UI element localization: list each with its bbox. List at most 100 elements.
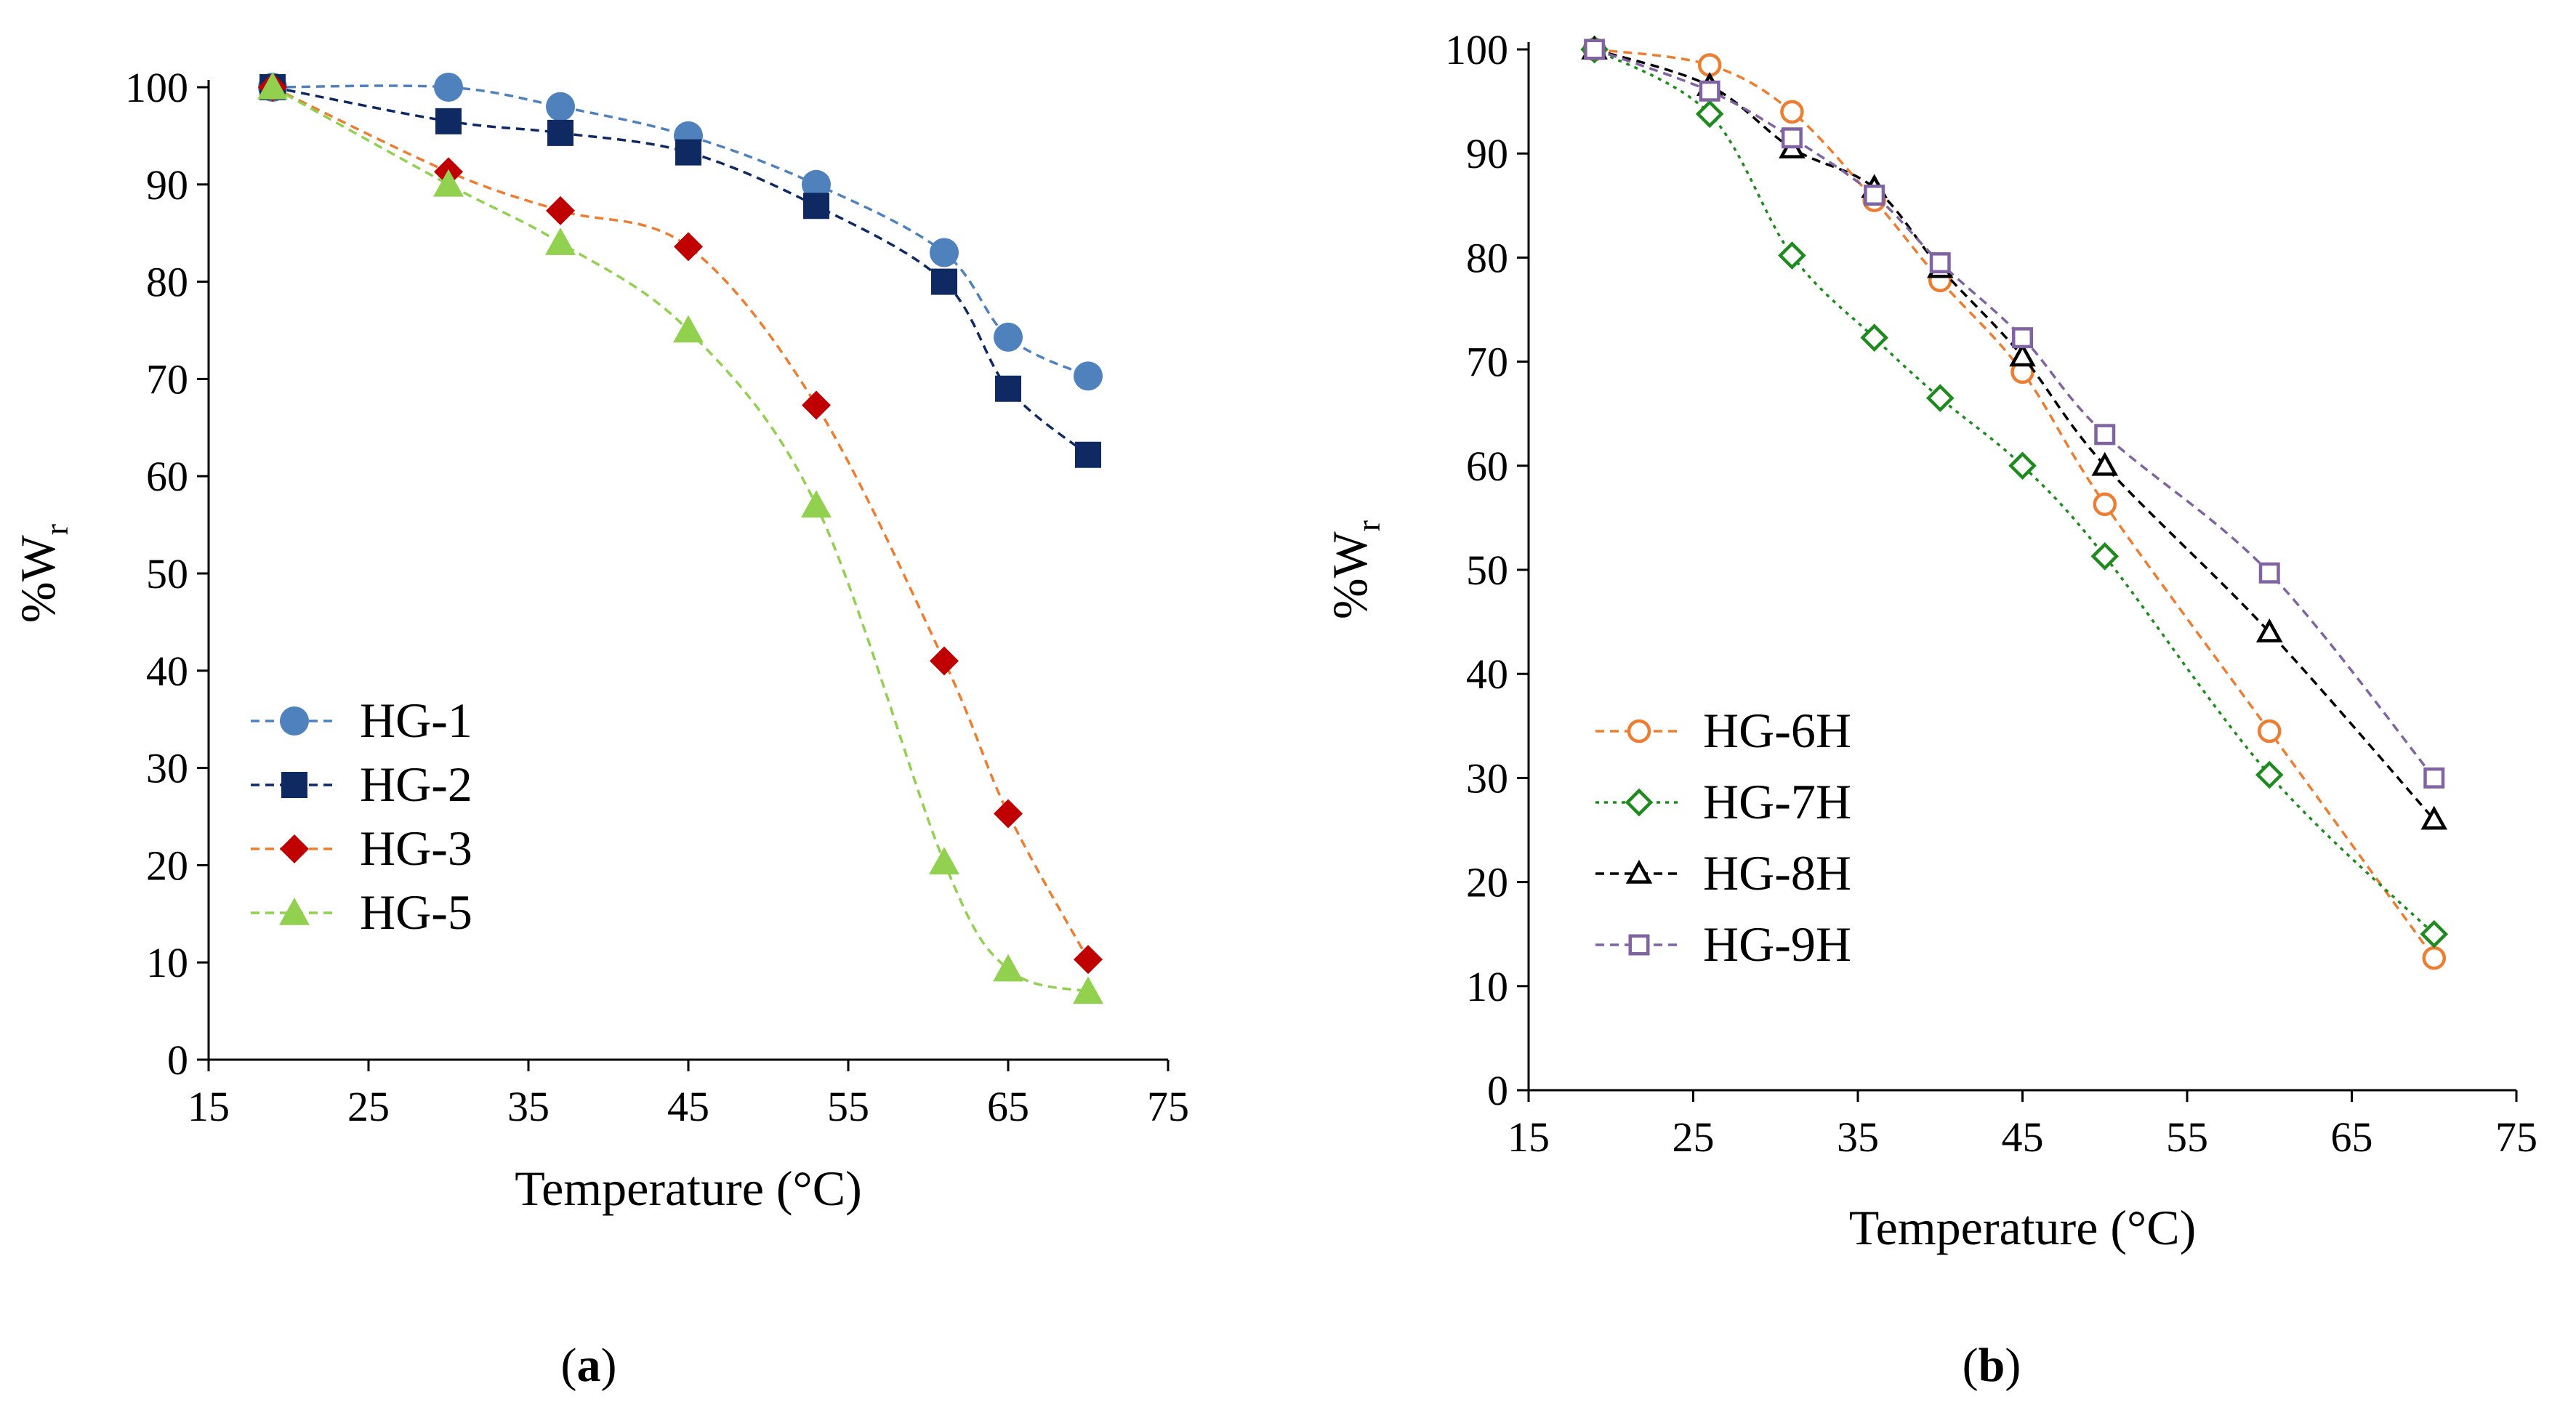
x-tick-label: 25: [1673, 1113, 1715, 1161]
series-line-hg-9h: [1594, 48, 2436, 779]
data-point: [930, 238, 959, 267]
legend-marker: [279, 898, 310, 925]
data-point: [931, 268, 957, 295]
data-point: [2423, 767, 2445, 789]
data-point: [674, 232, 703, 262]
data-point: [2090, 542, 2120, 571]
panel-caption-label: a: [577, 1339, 601, 1392]
x-tick-label: 45: [667, 1083, 709, 1130]
legend-label: HG-6H: [1703, 703, 1851, 758]
legend: HG-6H HG-7H HG-8H HG-9H: [1595, 703, 1851, 972]
x-tick-label: 55: [2166, 1113, 2208, 1161]
panel-caption-close: ): [2005, 1339, 2021, 1392]
x-tick-label: 25: [347, 1083, 390, 1130]
data-point: [2255, 618, 2283, 642]
data-point: [1075, 441, 1101, 468]
legend-marker: [281, 772, 307, 798]
y-tick-label: 60: [1466, 443, 1508, 490]
x-tick-label: 35: [1837, 1113, 1879, 1161]
data-point: [1073, 976, 1103, 1004]
y-tick-label: 10: [146, 939, 188, 986]
data-point: [1074, 945, 1103, 975]
series-line-hg-5: [272, 86, 1089, 993]
y-tick-label: 0: [167, 1036, 188, 1084]
legend-marker: [1625, 788, 1654, 817]
y-tick-label: 100: [1445, 26, 1508, 73]
y-axis-title: %Wr: [1322, 520, 1387, 619]
x-tick-label: 75: [1147, 1083, 1189, 1130]
data-point: [802, 169, 831, 199]
panel-caption-close: ): [601, 1339, 617, 1392]
legend-marker: [1628, 934, 1650, 956]
panel-caption: (b): [1963, 1339, 2021, 1392]
data-point: [994, 799, 1023, 829]
legend-label: HG-1: [360, 693, 472, 748]
data-point: [801, 490, 832, 518]
data-point: [929, 847, 959, 875]
x-axis-title: Temperature (°C): [515, 1161, 861, 1216]
legend-marker: [280, 706, 309, 736]
data-point: [1778, 241, 1806, 270]
data-point: [1695, 100, 1724, 129]
data-point: [257, 72, 288, 100]
legend-marker: [280, 834, 309, 863]
legend-marker: [1627, 719, 1651, 744]
data-point: [2420, 805, 2448, 830]
x-tick-label: 15: [188, 1083, 230, 1130]
data-point: [1925, 384, 1955, 413]
data-point: [1860, 323, 1888, 352]
x-axis-title: Temperature (°C): [1849, 1200, 2196, 1255]
series-line-hg-8h: [1594, 48, 2436, 821]
y-tick-label: 50: [146, 550, 188, 597]
legend-label: HG-5: [360, 885, 472, 940]
y-tick-label: 20: [1466, 859, 1508, 906]
y-tick-label: 50: [1466, 547, 1508, 594]
y-axis-title-subscript: r: [1350, 520, 1387, 531]
x-tick-label: 65: [987, 1083, 1029, 1130]
data-point: [433, 169, 464, 197]
y-tick-label: 30: [146, 745, 188, 792]
y-tick-label: 0: [1487, 1067, 1508, 1114]
legend-label: HG-9H: [1703, 917, 1851, 972]
y-tick-label: 70: [1466, 339, 1508, 386]
x-tick-label: 35: [507, 1083, 550, 1130]
data-point: [994, 322, 1023, 352]
data-point: [2093, 492, 2117, 517]
legend: HG-1 HG-2 HG-3 HG-5: [251, 693, 472, 940]
data-point: [993, 954, 1023, 982]
legend-label: HG-8H: [1703, 845, 1851, 901]
data-point: [1780, 100, 1804, 124]
y-tick-label: 90: [146, 161, 188, 209]
data-point: [995, 375, 1021, 402]
data-point: [2258, 562, 2280, 584]
data-point: [1781, 127, 1803, 149]
y-tick-label: 30: [1466, 754, 1508, 802]
data-point: [673, 315, 704, 343]
x-tick-label: 45: [2002, 1113, 2044, 1161]
y-axis-title-base: %W: [1322, 531, 1377, 619]
data-point: [2422, 946, 2446, 970]
chart-panel-a: 0 10 20 30 40 50 60 70 80 90 100 15 25 35 45 55 65 75 Temp…: [10, 64, 1189, 1392]
data-point: [2420, 919, 2449, 948]
y-tick-label: 70: [146, 355, 188, 403]
data-point: [547, 119, 573, 146]
y-axis-title-base: %W: [10, 534, 65, 623]
data-point: [2008, 451, 2037, 480]
data-point: [2255, 760, 2284, 789]
data-point: [1074, 361, 1103, 391]
data-point: [435, 108, 462, 134]
data-point: [1699, 80, 1720, 102]
panel-caption-open: (: [561, 1339, 577, 1392]
data-point: [2258, 719, 2282, 744]
legend-label: HG-7H: [1703, 774, 1851, 829]
data-point: [802, 390, 831, 420]
y-axis-title-subscript: r: [38, 524, 75, 535]
x-tick-label: 65: [2331, 1113, 2373, 1161]
data-point: [2094, 424, 2116, 446]
y-tick-label: 90: [1466, 130, 1508, 177]
legend-label: HG-2: [360, 757, 472, 812]
y-tick-label: 10: [1466, 963, 1508, 1010]
y-tick-label: 80: [146, 259, 188, 306]
y-tick-label: 80: [1466, 234, 1508, 281]
